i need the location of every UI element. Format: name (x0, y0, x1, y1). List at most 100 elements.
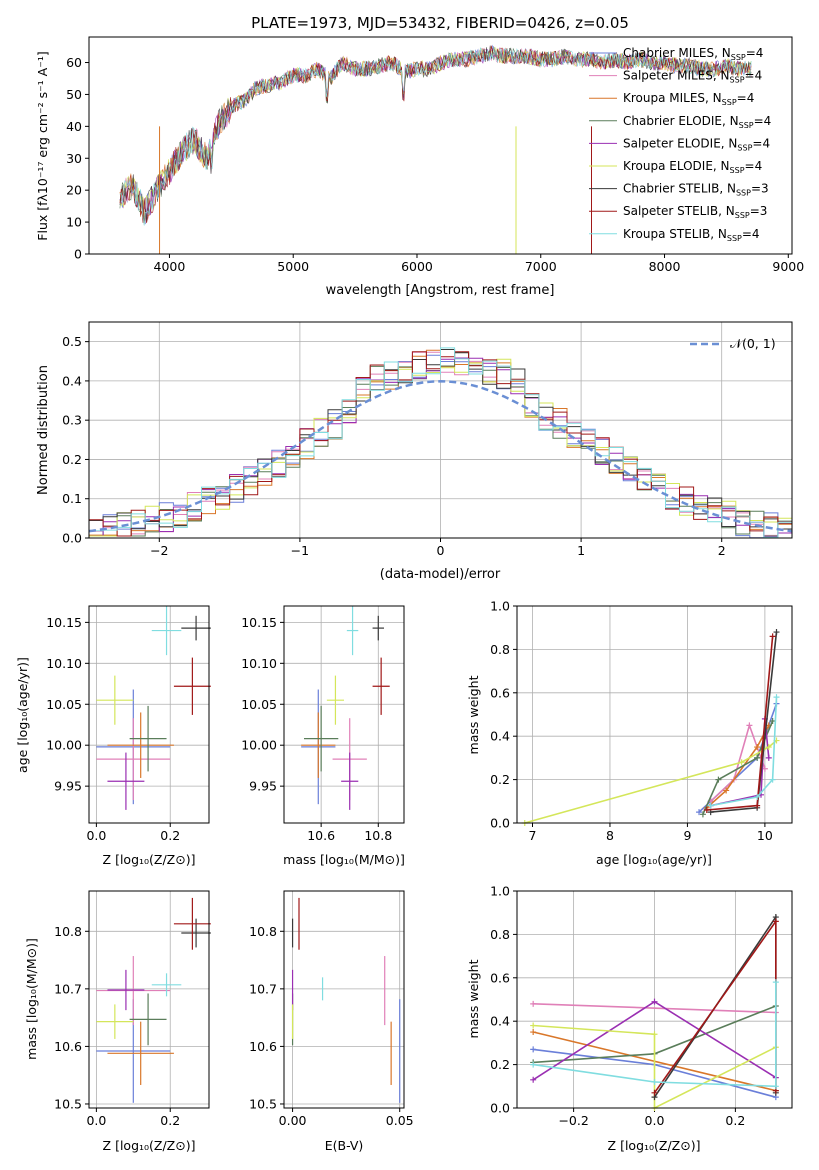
legend-label: Chabrier ELODIE, NSSP=4 (623, 114, 771, 130)
spectrum-x-tick-label: 7000 (525, 259, 557, 274)
legend-label: Salpeter STELIB, NSSP=3 (623, 204, 767, 220)
spectrum-x-tick-label: 4000 (154, 259, 186, 274)
residual-hist-kroupa-stelib (89, 347, 792, 538)
mass-vs-ebv-y-tick-label: 10.8 (249, 924, 277, 939)
weight-point (772, 1083, 779, 1090)
mass-vs-z-y-tick-label: 10.6 (54, 1039, 82, 1054)
weight-vs-age-x-tick-label: 10 (757, 828, 773, 843)
residual-y-tick-label: 0.1 (62, 491, 82, 506)
weight-point (765, 754, 772, 761)
legend-label: Chabrier STELIB, NSSP=3 (623, 182, 769, 198)
spectrum-y-tick-label: 0 (74, 247, 82, 262)
mass-vs-z-y-tick-label: 10.7 (54, 981, 82, 996)
weight-point (746, 722, 753, 729)
residual-x-tick-label: 2 (718, 543, 726, 558)
weight-point (707, 802, 714, 809)
residual-y-label: Normed distribution (36, 365, 51, 495)
mass-y-label: mass [log₁₀(M/M⊙)] (24, 938, 39, 1060)
residual-x-label: (data-model)/error (380, 567, 501, 582)
weight-point (651, 998, 658, 1005)
spectrum-legend: Chabrier MILES, NSSP=4 Salpeter MILES, NS… (589, 46, 771, 243)
weight-vs-age-y-tick-label: 0.2 (490, 772, 510, 787)
spectrum-x-label: wavelength [Angstrom, rest frame] (326, 283, 555, 298)
legend-label: Salpeter ELODIE, NSSP=4 (623, 136, 770, 152)
weight-age-x-label: age [log₁₀(age/yr)] (596, 852, 712, 867)
weight-vs-z-y-tick-label: 0.2 (490, 1057, 510, 1072)
weight-vs-z-x-tick-label: 0.0 (645, 1113, 665, 1128)
weight-line-chabrier-stelib (710, 631, 778, 813)
weight-vs-z-x-tick-label: −0.2 (558, 1113, 588, 1128)
spectrum-x-tick-label: 8000 (649, 259, 681, 274)
weight-z-y-label: mass weight (466, 959, 481, 1038)
residual-y-tick-label: 0.2 (62, 452, 82, 467)
legend-label: Kroupa ELODIE, NSSP=4 (623, 159, 762, 175)
panel-frame (88, 890, 210, 1109)
residual-y-tick-label: 0.3 (62, 413, 82, 428)
weight-point (530, 1076, 537, 1083)
weight-point (738, 759, 745, 766)
spectrum-y-tick-label: 40 (66, 119, 82, 134)
age-vs-z-y-tick-label: 9.95 (54, 779, 82, 794)
weight-point (723, 787, 730, 794)
age-vs-mass-y-tick-label: 10.15 (241, 615, 277, 630)
residual-y-tick-label: 0.4 (62, 373, 82, 388)
weight-vs-age-y-tick-label: 0.0 (490, 816, 510, 831)
spectrum-y-tick-label: 20 (66, 183, 82, 198)
panel-age-vs-z: 0.0 0.2 9.95 10.00 10.05 10.10 10.15 (46, 605, 211, 843)
age-vs-z-x-tick-label: 0.0 (86, 828, 106, 843)
spectrum-y-tick-label: 10 (66, 215, 82, 230)
weight-vs-age-x-tick-label: 7 (529, 828, 537, 843)
age-vs-z-y-tick-label: 10.05 (46, 697, 82, 712)
residual-x-tick-label: −2 (150, 543, 168, 558)
weight-vs-z-y-tick-label: 0.6 (490, 970, 510, 985)
weight-point (754, 754, 761, 761)
weight-point (530, 1022, 537, 1029)
age-vs-mass-y-tick-label: 9.95 (249, 779, 277, 794)
weight-line-kroupa-stelib (533, 982, 777, 1088)
residual-panel: −2 −1 0 1 2 0.0 0.1 0.2 0.3 0.4 0.5 𝒩(0, 1) (data-… (36, 321, 793, 582)
age-vs-mass-x-tick-label: 10.6 (307, 828, 335, 843)
spectrum-x-tick-label: 6000 (401, 259, 433, 274)
age-vs-z-y-tick-label: 10.15 (46, 615, 82, 630)
mass-vs-z-y-tick-label: 10.5 (54, 1096, 82, 1111)
residual-x-tick-label: −1 (291, 543, 309, 558)
weight-z-x-label: Z [log₁₀(Z/Z⊙)] (608, 1138, 701, 1153)
weight-vs-z-y-tick-label: 0.0 (490, 1101, 510, 1116)
residual-axes-frame (88, 321, 793, 539)
mass-vs-z-x-tick-label: 0.0 (86, 1113, 106, 1128)
weight-age-y-label: mass weight (466, 675, 481, 754)
age-mass-x-label: mass [log₁₀(M/M⊙)] (283, 852, 405, 867)
age-vs-mass-y-tick-label: 10.10 (241, 656, 277, 671)
weight-vs-z-y-tick-label: 0.4 (490, 1014, 510, 1029)
residual-y-tick-label: 0.0 (62, 531, 82, 546)
weight-point (530, 1061, 537, 1068)
age-y-label: age [log₁₀(age/yr)] (15, 657, 30, 773)
residual-x-tick-label: 0 (437, 543, 445, 558)
legend-label: Salpeter MILES, NSSP=4 (623, 69, 762, 85)
weight-point (651, 1031, 658, 1038)
weight-point (754, 802, 761, 809)
residual-y-tick-label: 0.5 (62, 334, 82, 349)
mass-vs-ebv-x-tick-label: 0.05 (386, 1113, 414, 1128)
mass-ebv-x-label: E(B-V) (325, 1138, 364, 1153)
spectrum-y-label: Flux [fλ10⁻¹⁷ erg cm⁻² s⁻¹ A⁻¹] (35, 51, 50, 240)
age-vs-z-y-tick-label: 10.10 (46, 656, 82, 671)
weight-line-salpeter-miles (533, 1003, 776, 1014)
panel-frame (88, 605, 210, 824)
weight-vs-age-y-tick-label: 0.4 (490, 729, 510, 744)
panel-frame (283, 605, 405, 824)
mass-vs-ebv-y-tick-label: 10.6 (249, 1039, 277, 1054)
mass-vs-ebv-y-tick-label: 10.7 (249, 981, 277, 996)
weight-line-kroupa-stelib (710, 697, 778, 807)
weight-vs-z-y-tick-label: 1.0 (490, 884, 510, 899)
spectrum-y-tick-label: 50 (66, 87, 82, 102)
normal-curve (88, 380, 793, 533)
spectrum-ticks: 4000 5000 6000 7000 8000 9000 0 10 20 30 40 50 60 (66, 55, 804, 274)
residual-x-tick-label: 1 (577, 543, 585, 558)
mass-vs-ebv-x-tick-label: 0.00 (279, 1113, 307, 1128)
age-vs-mass-y-tick-label: 10.00 (241, 738, 277, 753)
weight-vs-age-x-tick-label: 8 (606, 828, 614, 843)
panel-frame (516, 605, 793, 824)
age-vs-mass-x-tick-label: 10.8 (364, 828, 392, 843)
